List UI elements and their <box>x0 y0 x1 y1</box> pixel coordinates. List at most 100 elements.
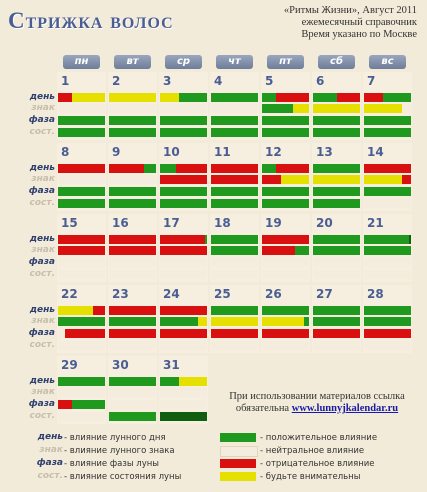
influence-bar <box>364 175 411 184</box>
bar-segment <box>58 187 105 196</box>
bar-segment <box>262 270 309 279</box>
influence-bar <box>364 235 411 244</box>
bar-segment <box>58 246 105 255</box>
influence-bar <box>160 128 207 137</box>
influence-bar <box>211 235 258 244</box>
influence-bar <box>313 270 360 279</box>
bar-segment <box>58 341 105 350</box>
influence-bar <box>262 306 309 315</box>
influence-bar <box>109 199 156 208</box>
page-title: Стрижка волос <box>8 8 174 33</box>
influence-bar <box>364 104 411 113</box>
bar-segment <box>313 235 360 244</box>
day-number: 6 <box>316 74 325 88</box>
weekday-header: пн <box>63 55 100 69</box>
site-link[interactable]: www.lunnyjkalendar.ru <box>291 403 399 414</box>
day-number: 2 <box>112 74 121 88</box>
bar-segment <box>313 258 360 267</box>
influence-bar <box>109 329 156 338</box>
day-number: 13 <box>316 145 333 159</box>
influence-bar <box>58 412 105 421</box>
bar-segment <box>58 400 73 409</box>
influence-bar <box>58 235 105 244</box>
bar-segment <box>262 175 281 184</box>
legend-label: сост. <box>37 471 64 481</box>
bar-segment <box>58 317 105 326</box>
bar-segment <box>364 258 411 267</box>
bar-segment <box>160 270 207 279</box>
row-label: сост. <box>29 411 56 421</box>
influence-bar <box>262 104 309 113</box>
influence-bar <box>109 104 156 113</box>
day-number: 12 <box>265 145 282 159</box>
influence-bar <box>160 246 207 255</box>
bar-segment <box>401 104 411 113</box>
bar-segment <box>313 164 360 173</box>
influence-bar <box>313 246 360 255</box>
influence-bar <box>313 164 360 173</box>
day-number: 28 <box>367 287 384 301</box>
influence-bar <box>160 329 207 338</box>
bar-segment <box>160 187 207 196</box>
influence-bar <box>58 400 105 409</box>
bar-segment <box>364 246 411 255</box>
influence-bar <box>109 128 156 137</box>
row-label: фаза <box>28 328 55 338</box>
day-number: 4 <box>214 74 223 88</box>
bar-segment <box>211 341 258 350</box>
influence-bar <box>58 306 105 315</box>
day-number: 20 <box>316 216 333 230</box>
day-number: 10 <box>163 145 180 159</box>
influence-bar <box>262 164 309 173</box>
influence-bar <box>262 93 309 102</box>
weekday-header: чт <box>216 55 253 69</box>
bar-segment <box>211 270 258 279</box>
bar-segment <box>109 116 156 125</box>
legend-swatch <box>220 459 256 468</box>
bar-segment <box>58 104 105 113</box>
bar-segment <box>313 317 360 326</box>
influence-bar <box>109 164 156 173</box>
bar-segment <box>364 104 402 113</box>
row-label: день <box>29 92 55 102</box>
legend-text: - будьте внимательны <box>260 472 361 482</box>
day-number: 25 <box>214 287 231 301</box>
reference-line-3: Время указано по Москве <box>301 29 417 40</box>
day-number: 18 <box>214 216 231 230</box>
bar-segment <box>262 199 309 208</box>
bar-segment <box>211 317 258 326</box>
bar-segment <box>276 93 309 102</box>
bar-segment <box>211 306 258 315</box>
influence-bar <box>109 175 156 184</box>
bar-segment <box>280 175 309 184</box>
bar-segment <box>364 187 411 196</box>
influence-bar <box>109 258 156 267</box>
row-label: знак <box>31 174 55 184</box>
day-number: 1 <box>61 74 70 88</box>
bar-segment <box>304 317 309 326</box>
bar-segment <box>58 93 73 102</box>
row-label: знак <box>31 103 55 113</box>
bar-segment <box>204 235 207 244</box>
bar-segment <box>364 329 411 338</box>
influence-bar <box>364 258 411 267</box>
bar-segment <box>401 175 411 184</box>
bar-segment <box>211 258 258 267</box>
bar-segment <box>160 93 179 102</box>
influence-bar <box>58 388 105 397</box>
influence-bar <box>160 199 207 208</box>
legend-text: - влияние фазы луны <box>64 459 160 469</box>
legend-text: - влияние состояния луны <box>64 472 182 482</box>
influence-bar <box>313 329 360 338</box>
weekday-header: сб <box>318 55 355 69</box>
influence-bar <box>211 93 258 102</box>
bar-segment <box>262 329 309 338</box>
influence-bar <box>313 317 360 326</box>
influence-bar <box>211 246 258 255</box>
bar-segment <box>109 246 156 255</box>
weekday-header: пт <box>267 55 304 69</box>
legend-swatch <box>220 446 258 457</box>
bar-segment <box>93 306 105 315</box>
bar-segment <box>313 306 360 315</box>
bar-segment <box>364 175 402 184</box>
